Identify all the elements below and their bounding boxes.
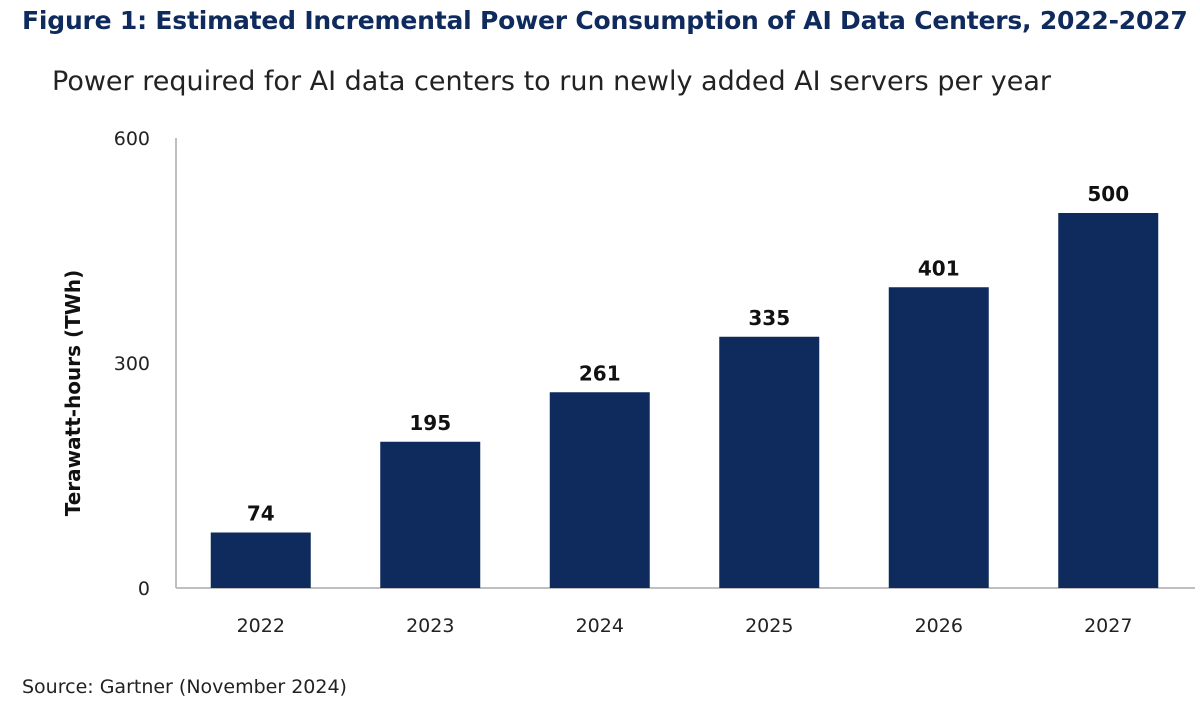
x-tick-label-2025: 2025: [745, 615, 793, 637]
bars: [210, 213, 1159, 588]
chart-subtitle: Power required for AI data centers to ru…: [52, 66, 1051, 97]
y-tick-label: 0: [138, 578, 150, 600]
data-label-2025: 335: [748, 306, 790, 330]
y-axis-title: Terawatt-hours (TWh): [61, 270, 85, 516]
x-tick-label-2022: 2022: [237, 615, 285, 637]
source-note: Source: Gartner (November 2024): [22, 676, 347, 698]
x-tick-labels: 2022 2023 2024 2025 2026 2027: [237, 615, 1133, 637]
data-label-2022: 74: [247, 502, 275, 526]
figure-title: Figure 1: Estimated Incremental Power Co…: [22, 6, 1188, 35]
bar-2024: [549, 392, 650, 588]
data-label-2026: 401: [918, 256, 960, 280]
x-tick-label-2027: 2027: [1084, 615, 1132, 637]
data-label-2024: 261: [579, 361, 621, 385]
data-label-2023: 195: [409, 411, 451, 435]
bar-2027: [1058, 213, 1159, 588]
data-label-2027: 500: [1087, 182, 1129, 206]
x-tick-label-2024: 2024: [576, 615, 624, 637]
bar-2025: [719, 336, 820, 588]
bar-2022: [210, 532, 311, 588]
y-tick-labels: 0 300 600: [114, 128, 150, 600]
x-tick-label-2023: 2023: [406, 615, 454, 637]
y-tick-label: 300: [114, 353, 150, 375]
y-tick-label: 600: [114, 128, 150, 150]
bar-2023: [380, 441, 481, 588]
data-labels: 74 195 261 335 401 500: [247, 182, 1129, 526]
x-tick-label-2026: 2026: [915, 615, 963, 637]
bar-2026: [888, 287, 989, 588]
